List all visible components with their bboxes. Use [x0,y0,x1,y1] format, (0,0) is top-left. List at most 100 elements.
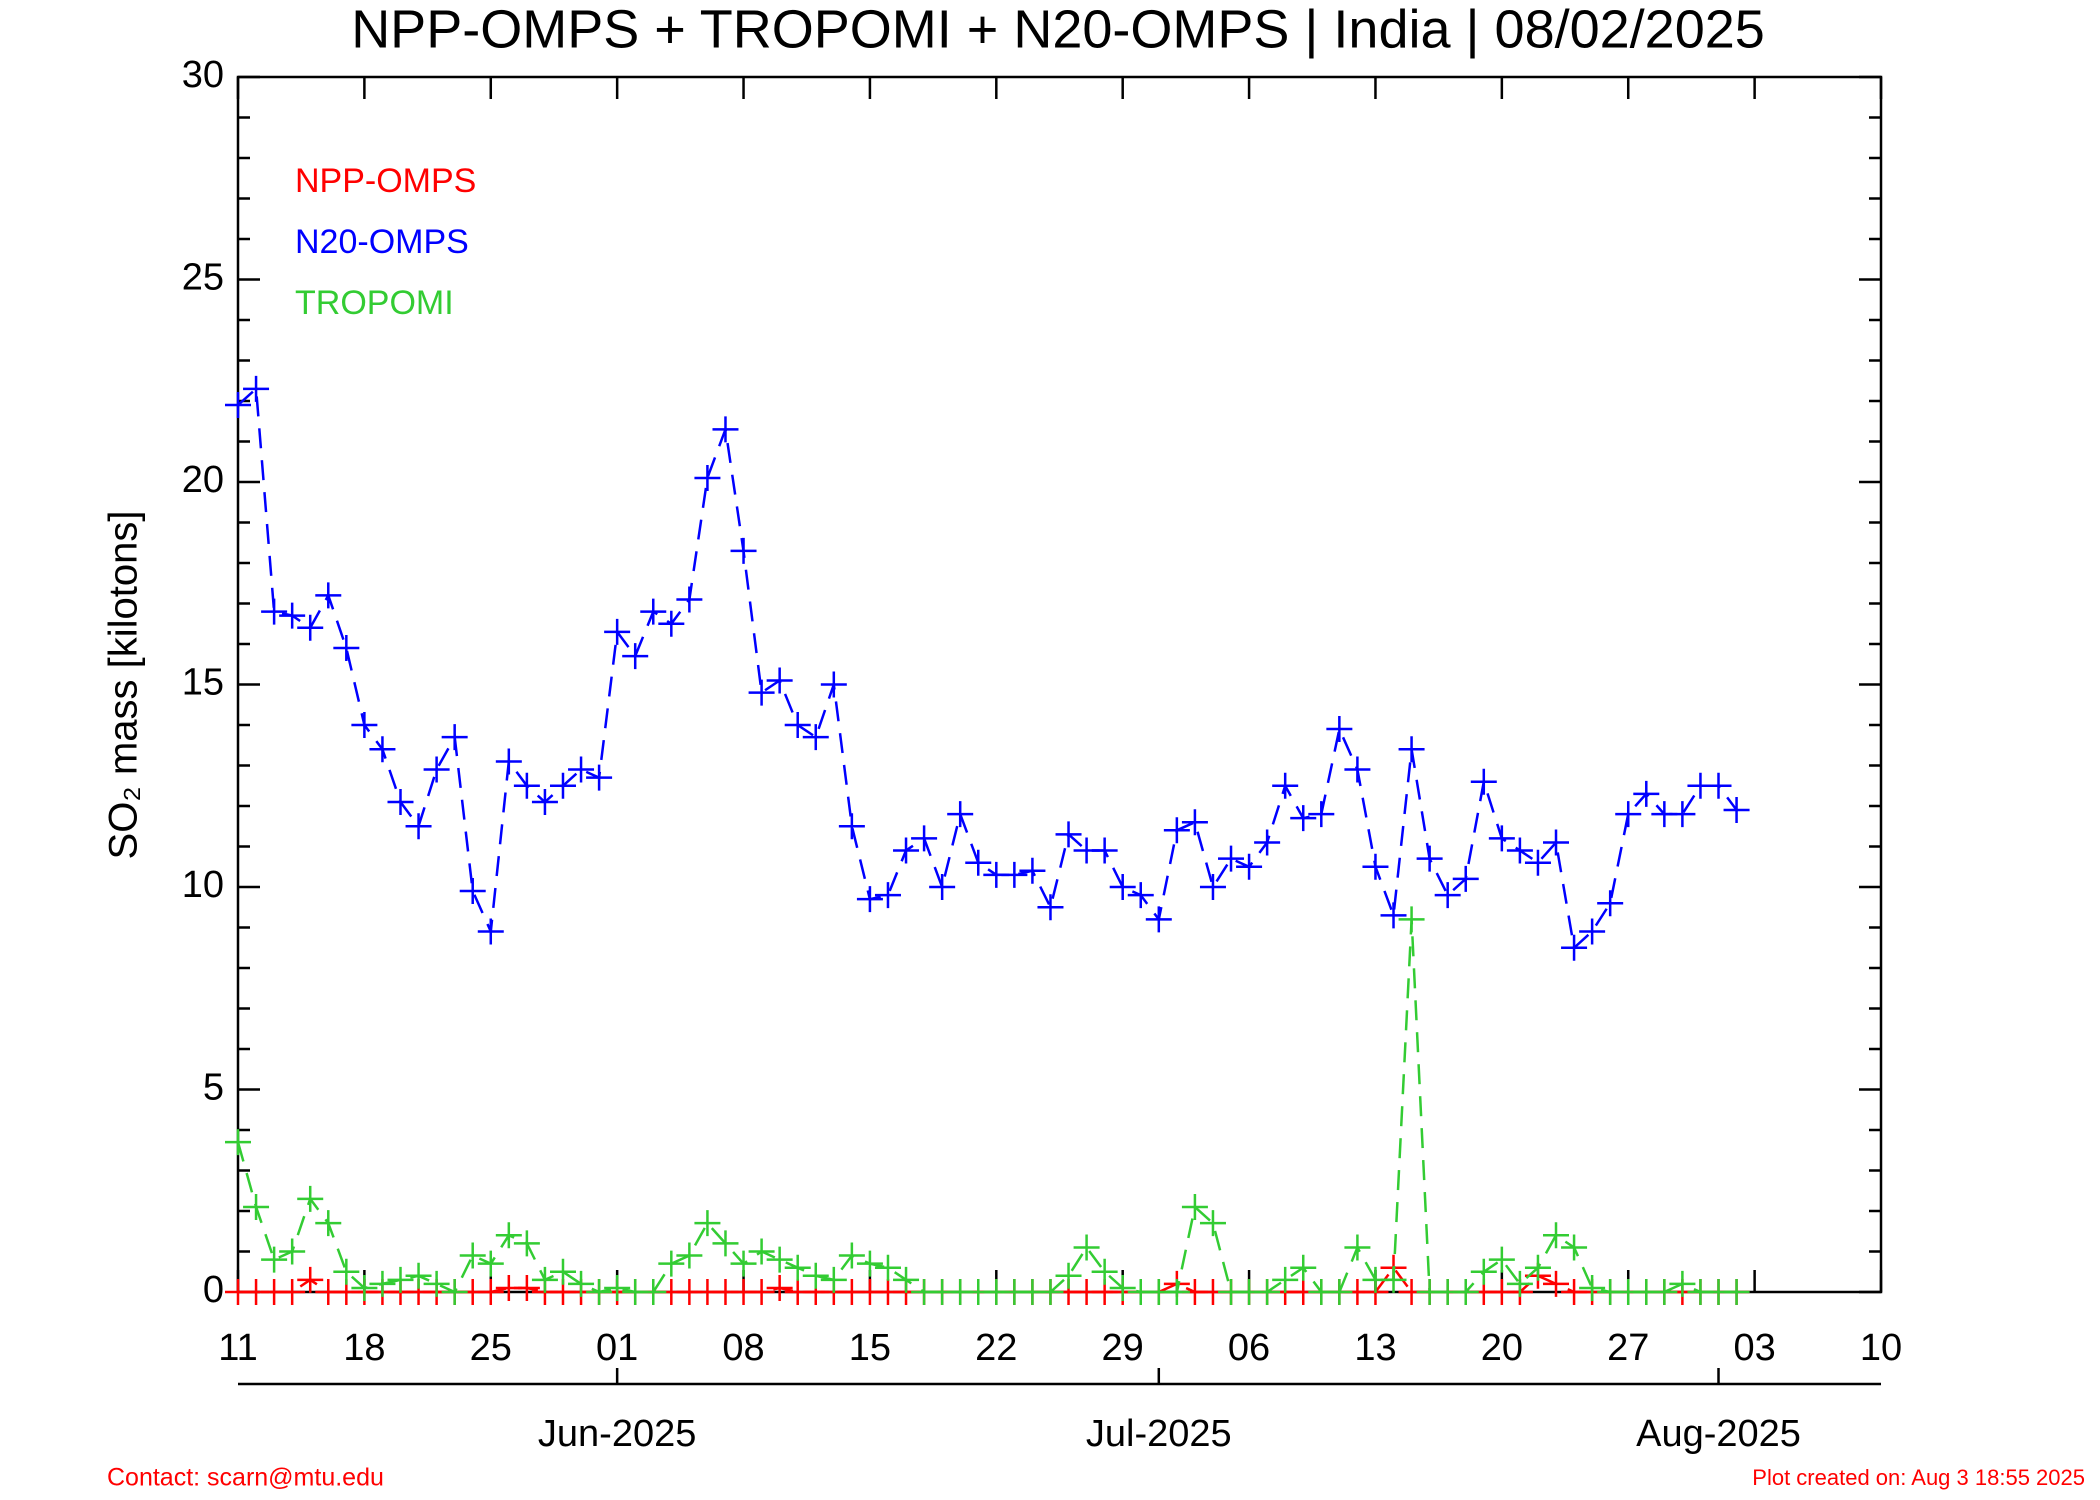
point-marker [1109,874,1136,900]
point-marker [513,1274,540,1301]
point-marker [568,1270,595,1297]
point-marker [1705,772,1732,799]
point-marker [694,1210,721,1237]
point-marker [279,602,306,629]
y-tick-label: 20 [182,459,224,501]
x-tick-label: 29 [1102,1327,1144,1369]
point-marker [315,1210,342,1237]
point-marker [261,598,288,625]
point-marker [459,878,486,905]
point-marker [568,756,595,783]
point-marker [1615,801,1642,828]
point-marker [604,1274,631,1301]
x-tick-label: 15 [849,1327,891,1369]
point-marker [243,375,270,402]
point-marker [893,837,920,864]
point-marker [1579,1274,1606,1301]
point-marker [676,1242,703,1269]
point-marker [495,1222,522,1249]
point-marker [423,1270,450,1297]
series-line [236,919,1737,1294]
point-marker [333,1258,360,1285]
x-tick-label: 01 [596,1327,638,1369]
x-tick-label: 22 [975,1327,1017,1369]
point-marker [1524,1254,1551,1281]
point-marker [513,772,540,799]
month-label: Jun-2025 [538,1413,696,1455]
point-marker [531,788,558,815]
point-marker [1434,882,1461,909]
point-marker [640,598,667,625]
point-marker [387,1266,414,1293]
point-marker [1561,934,1588,961]
point-marker [893,1266,920,1293]
point-marker [820,1266,847,1293]
point-marker [1236,853,1263,880]
point-marker [243,1193,270,1220]
point-marker [640,1279,667,1305]
point-marker [1326,1279,1353,1305]
point-marker [1073,1234,1100,1261]
point-marker [766,1246,793,1273]
point-marker [1091,837,1118,864]
point-marker [694,464,721,491]
point-marker [1181,809,1208,836]
point-marker [459,1242,486,1269]
point-marker [838,1242,865,1269]
x-tick-label: 06 [1228,1327,1270,1369]
plot-frame [236,75,1883,1294]
point-marker [1452,865,1479,892]
x-tick-label: 08 [722,1327,764,1369]
point-marker [766,1274,793,1301]
x-tick-label: 03 [1733,1327,1775,1369]
point-marker [1416,845,1443,872]
point-marker [1561,1234,1588,1261]
point-marker [929,874,956,900]
point-marker [1055,1262,1082,1289]
point-marker [1037,894,1064,921]
point-marker [658,610,685,637]
point-marker [911,825,938,852]
point-marker [261,1246,288,1273]
point-marker [1543,829,1570,856]
point-marker [802,724,829,751]
point-marker [586,764,613,791]
x-tick-label: 13 [1354,1327,1396,1369]
point-marker [1290,805,1317,832]
point-marker [423,756,450,783]
point-marker [1254,829,1281,856]
point-marker [495,748,522,775]
point-marker [1398,736,1425,763]
point-marker [1362,853,1389,880]
point-marker [1633,780,1660,807]
point-marker [1543,1270,1570,1297]
point-marker [766,667,793,694]
point-marker [820,671,847,698]
point-marker [1127,882,1154,909]
point-marker [477,1279,504,1305]
point-marker [1199,874,1226,900]
point-marker [1091,1258,1118,1285]
point-marker [1019,857,1046,884]
y-tick-label: 10 [182,864,224,906]
point-marker [1597,890,1624,917]
point-marker [730,1250,757,1277]
point-marker [369,1270,396,1297]
point-marker [604,618,631,645]
point-marker [549,772,576,799]
x-tick-label: 27 [1607,1327,1649,1369]
point-marker [405,1262,432,1289]
point-marker [874,882,901,909]
point-marker [1163,1279,1190,1305]
x-tick-label: 18 [343,1327,385,1369]
point-marker [1344,1234,1371,1261]
y-tick-label: 25 [182,257,224,299]
point-marker [1308,801,1335,828]
point-marker [225,1129,251,1156]
point-marker [1651,1279,1678,1305]
point-marker [658,1250,685,1277]
point-marker [1398,906,1425,933]
point-marker [838,813,865,840]
point-marker [1272,1266,1299,1293]
